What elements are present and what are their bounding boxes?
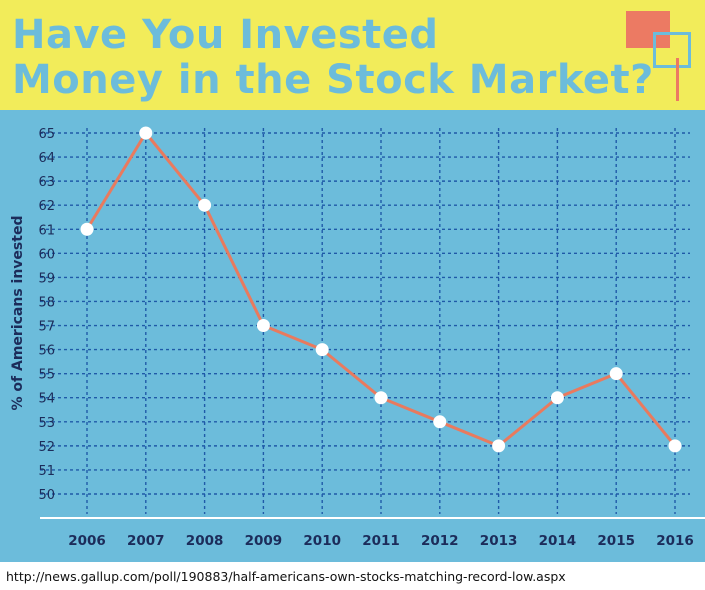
plot-background xyxy=(0,110,705,562)
data-point xyxy=(80,222,94,236)
y-tick-label: 62 xyxy=(38,199,55,214)
y-tick-label: 63 xyxy=(38,175,55,190)
y-tick-label: 54 xyxy=(38,392,55,407)
x-tick-label: 2010 xyxy=(303,533,341,549)
x-tick-label: 2013 xyxy=(480,533,518,549)
series-percent-invested xyxy=(80,126,682,453)
data-point xyxy=(492,439,506,453)
chart-header: Have You Invested Money in the Stock Mar… xyxy=(0,0,705,110)
y-tick-label: 50 xyxy=(38,488,55,503)
y-tick-label: 57 xyxy=(38,320,55,335)
source-url: http://news.gallup.com/poll/190883/half-… xyxy=(6,569,566,584)
y-tick-label: 61 xyxy=(38,223,55,238)
data-point xyxy=(668,439,682,453)
x-tick-label: 2016 xyxy=(656,533,694,549)
decorative-outline-square xyxy=(653,32,691,68)
x-tick-label: 2006 xyxy=(68,533,106,549)
y-tick-label: 51 xyxy=(38,464,55,479)
x-tick-label: 2009 xyxy=(245,533,283,549)
data-point xyxy=(139,126,153,140)
data-point xyxy=(609,367,623,381)
chart-title-line-2: Money in the Stock Market? xyxy=(12,57,654,103)
y-tick-labels: 50 51 52 53 54 55 56 57 58 59 60 61 62 63 64 65 xyxy=(38,127,55,503)
y-tick-label: 52 xyxy=(38,440,55,455)
y-axis-label: % of Americans invested xyxy=(10,216,26,411)
y-tick-label: 56 xyxy=(38,344,55,359)
x-tick-label: 2012 xyxy=(421,533,459,549)
x-tick-label: 2011 xyxy=(362,533,400,549)
chart-title-line-1: Have You Invested xyxy=(12,12,439,58)
decorative-square xyxy=(626,11,670,48)
data-point xyxy=(256,319,270,333)
y-tick-label: 65 xyxy=(38,127,55,142)
data-point xyxy=(374,391,388,405)
x-tick-label: 2007 xyxy=(127,533,165,549)
data-point xyxy=(433,415,447,429)
data-point xyxy=(198,198,212,212)
data-point xyxy=(315,343,329,357)
y-tick-label: 55 xyxy=(38,368,55,383)
y-tick-label: 58 xyxy=(38,295,55,310)
x-tick-label: 2014 xyxy=(539,533,577,549)
y-tick-label: 53 xyxy=(38,416,55,431)
y-tick-label: 60 xyxy=(38,247,55,262)
decorative-line xyxy=(676,58,679,101)
data-point xyxy=(550,391,564,405)
x-tick-label: 2015 xyxy=(597,533,635,549)
y-tick-label: 64 xyxy=(38,151,55,166)
grid xyxy=(40,128,690,514)
x-tick-labels: 2006 2007 2008 2009 2010 2011 2012 2013 2014 2015… xyxy=(68,533,694,549)
x-tick-label: 2008 xyxy=(186,533,224,549)
y-tick-label: 59 xyxy=(38,271,55,286)
